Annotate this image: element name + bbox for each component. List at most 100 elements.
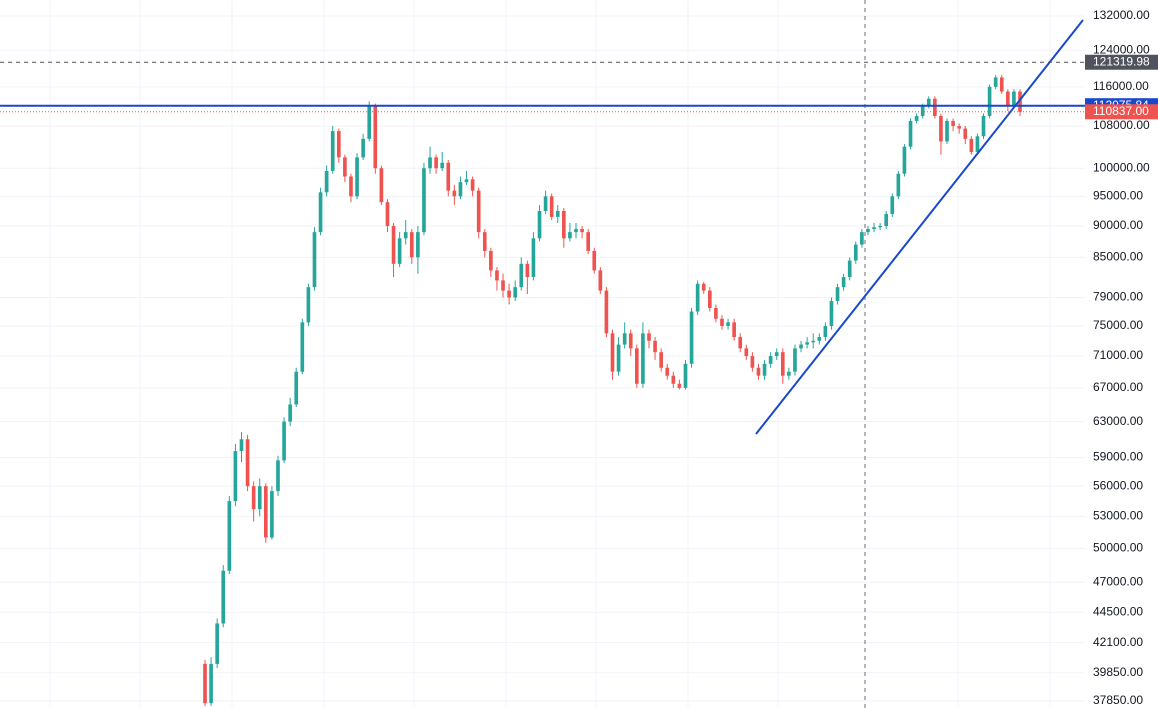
candle-body <box>787 371 791 376</box>
candle-body <box>896 173 901 197</box>
candle-body <box>409 232 414 258</box>
candle-body <box>799 344 803 349</box>
candle-body <box>568 232 572 239</box>
y-tick-label: 67000.00 <box>1093 380 1143 394</box>
candle-body <box>969 138 974 153</box>
candle-body <box>361 138 365 158</box>
candle-body <box>276 460 280 492</box>
candle-body <box>1012 91 1016 107</box>
candle-body <box>355 157 359 197</box>
grid-layer <box>0 15 1085 702</box>
y-tick-label: 47000.00 <box>1093 574 1143 588</box>
candle-body <box>665 367 670 376</box>
candle-body <box>592 250 597 271</box>
candle-body <box>975 136 980 153</box>
candle-body <box>233 451 238 502</box>
candle-body <box>312 232 317 288</box>
candle-body <box>562 210 566 239</box>
candle-body <box>720 318 724 326</box>
candle-body <box>945 120 949 142</box>
candle-body <box>805 342 809 345</box>
candle-body <box>543 196 548 211</box>
candle-body <box>902 146 907 174</box>
candle-body <box>306 287 311 323</box>
candle-body <box>993 77 998 87</box>
candle-body <box>884 213 889 226</box>
candle-body <box>203 663 207 704</box>
candle-body <box>446 162 451 191</box>
candle-body <box>817 337 822 341</box>
candle-body <box>744 348 749 357</box>
price-lines <box>0 61 1085 113</box>
candle-body <box>458 182 463 197</box>
y-tick-label: 50000.00 <box>1093 541 1143 555</box>
candle-body <box>726 322 730 326</box>
y-tick-label: 95000.00 <box>1093 189 1143 203</box>
y-tick-label: 53000.00 <box>1093 509 1143 523</box>
y-tick-label: 37850.00 <box>1093 693 1143 707</box>
price-label: 121319.98 <box>1093 54 1150 68</box>
candle-body <box>403 232 408 239</box>
price-label-box <box>1085 54 1158 70</box>
candle-body <box>288 404 292 422</box>
candle-body <box>774 352 779 357</box>
y-tick-label: 132000.00 <box>1093 8 1150 22</box>
candle-body <box>239 439 244 452</box>
candle-body <box>221 570 226 624</box>
candle-body <box>933 98 937 116</box>
candle-body <box>963 128 968 139</box>
candle-body <box>586 232 590 251</box>
y-tick-label: 56000.00 <box>1093 478 1143 492</box>
trend-line[interactable] <box>755 19 1084 435</box>
candle-body <box>251 486 256 510</box>
candle-body <box>628 333 633 349</box>
candle-body <box>257 486 262 510</box>
candle-body <box>531 238 536 278</box>
candle-body <box>847 260 852 278</box>
candle-body <box>513 287 518 298</box>
candle-body <box>714 307 718 319</box>
candle-body <box>811 340 816 343</box>
candle-body <box>501 280 505 291</box>
candle-body <box>635 348 639 384</box>
candle-body <box>890 196 895 214</box>
candle-body <box>1018 91 1022 112</box>
candle-body <box>1006 91 1010 107</box>
candle-body <box>677 383 682 388</box>
candle-body <box>373 106 378 169</box>
candle-body <box>689 311 694 364</box>
candle-body <box>482 232 487 251</box>
candle-body <box>434 157 438 169</box>
candle-body <box>379 168 384 203</box>
candle-body <box>428 157 432 169</box>
candle-body <box>495 270 499 281</box>
candle-body <box>324 170 329 193</box>
candle-body <box>263 486 268 538</box>
candle-body <box>610 333 615 372</box>
candle-body <box>397 238 402 264</box>
candle-body <box>707 290 712 308</box>
candle-body <box>647 333 651 341</box>
candle-body <box>762 363 767 376</box>
candle-body <box>616 344 621 372</box>
y-tick-label: 39850.00 <box>1093 665 1143 679</box>
candle-body <box>756 367 761 376</box>
price-label-box <box>1085 104 1158 120</box>
candle-body <box>641 333 645 384</box>
candle-body <box>537 210 542 239</box>
candle-body <box>555 210 560 217</box>
y-tick-label: 124000.00 <box>1093 42 1150 56</box>
candle-body <box>343 157 347 177</box>
candle-body <box>598 270 603 291</box>
candle-body <box>282 421 286 461</box>
candle-body <box>349 176 353 197</box>
candle-body <box>391 225 396 264</box>
candle-body <box>671 375 676 384</box>
y-tick-label: 100000.00 <box>1093 160 1150 174</box>
candle-body <box>604 290 609 334</box>
candle-body <box>209 663 213 704</box>
candle-body <box>829 300 834 326</box>
candle-body <box>385 202 390 226</box>
candle-body <box>336 131 341 158</box>
candle-body <box>878 225 882 228</box>
